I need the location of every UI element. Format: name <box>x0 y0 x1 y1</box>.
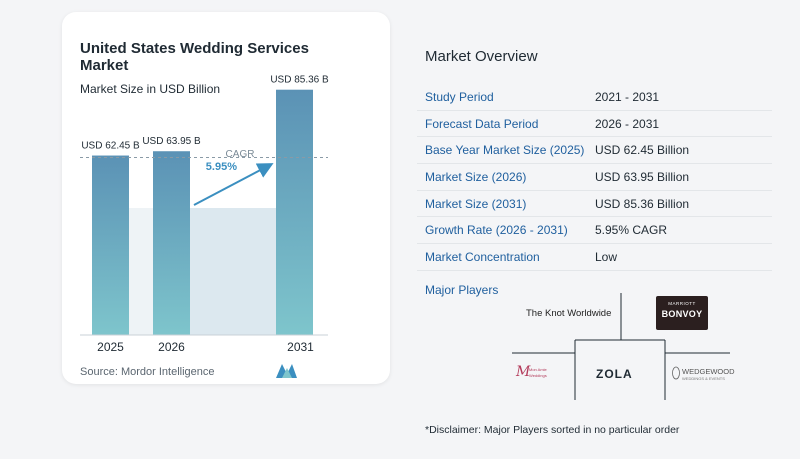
source-text: Source: Mordor Intelligence <box>80 366 215 378</box>
major-players-title: Major Players <box>425 283 499 297</box>
row-value: USD 85.36 Billion <box>595 196 690 211</box>
data-label: USD 63.95 B <box>142 136 201 147</box>
overview-row: Study Period 2021 - 2031 <box>417 84 772 111</box>
chart-subtitle: Market Size in USD Billion <box>80 82 221 96</box>
x-tick-label: 2026 <box>158 340 185 354</box>
bar-2026 <box>153 151 190 335</box>
overview-row: Market Concentration Low <box>417 244 772 271</box>
bar-2031 <box>276 89 313 335</box>
disclaimer-text: *Disclaimer: Major Players sorted in no … <box>425 424 680 436</box>
row-label: Study Period <box>425 90 494 104</box>
row-label: Market Size (2026) <box>425 170 527 185</box>
overview-row: Forecast Data Period 2026 - 2031 <box>417 111 772 138</box>
row-label: Market Concentration <box>425 250 540 265</box>
overview-row: Growth Rate (2026 - 2031) 5.95% CAGR <box>417 217 772 245</box>
overview-title: Market Overview <box>425 48 538 65</box>
row-value: 5.95% CAGR <box>595 223 668 238</box>
row-label: Market Size (2031) <box>425 196 527 211</box>
x-tick-label: 2031 <box>287 340 314 354</box>
the-knot-logo: The Knot Worldwide <box>526 308 612 319</box>
overview-row: Base Year Market Size (2025) USD 62.45 B… <box>417 137 772 165</box>
growth-band <box>190 208 276 335</box>
data-label: USD 62.45 B <box>81 141 140 152</box>
row-label: Base Year Market Size (2025) <box>425 143 585 158</box>
zola-logo: ZOLA <box>596 367 633 381</box>
data-label: USD 85.36 B <box>270 75 329 86</box>
wedgewood-emblem-icon <box>672 366 680 380</box>
overview-row: Market Size (2026) USD 63.95 Billion <box>417 164 772 191</box>
cagr-label: CAGR <box>226 149 255 160</box>
overview-table: Study Period 2021 - 2031 Forecast Data P… <box>417 84 772 271</box>
row-value: 2021 - 2031 <box>595 90 660 104</box>
row-label: Growth Rate (2026 - 2031) <box>425 223 568 238</box>
mon-amie-logo: M Mon Amie Weddings <box>516 364 547 380</box>
row-value: USD 62.45 Billion <box>595 143 690 158</box>
growth-band <box>129 208 153 335</box>
cagr-value: 5.95% <box>206 161 237 173</box>
row-value: USD 63.95 Billion <box>595 170 690 185</box>
x-tick-label: 2025 <box>97 340 124 354</box>
cagr-arrow <box>193 163 274 206</box>
chart-title: United States Wedding Services Market <box>80 40 309 74</box>
overview-row: Market Size (2031) USD 85.36 Billion <box>417 191 772 218</box>
row-value: 2026 - 2031 <box>595 116 660 131</box>
mordor-logo-icon <box>276 364 297 378</box>
row-value: Low <box>595 250 618 265</box>
bar-2025 <box>92 155 129 335</box>
marriott-bonvoy-logo: MARRIOTT BONVOY <box>656 296 708 330</box>
row-label: Forecast Data Period <box>425 116 539 131</box>
